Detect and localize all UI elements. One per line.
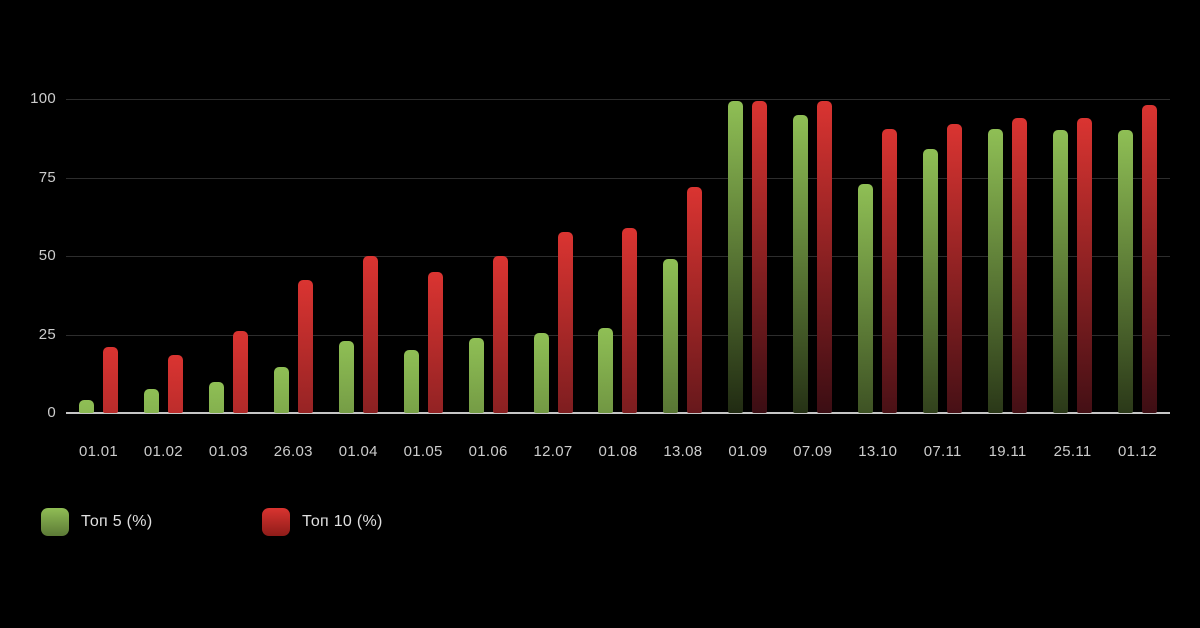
bar-top5-01.09 [728, 101, 744, 413]
bar-top10-01.03 [232, 331, 248, 413]
legend-label-top10: Топ 10 (%) [302, 513, 383, 530]
gridline-50 [66, 256, 1170, 257]
bar-groups: 01.01 01.02 01.03 26.03 01.04 01.05 01.06 12.07… [66, 99, 1170, 460]
bar-top10-13.08 [687, 187, 703, 413]
x-tick-label-01.12: 01.12 [1117, 443, 1157, 460]
bar-top5-26.03 [273, 367, 289, 413]
bar-group-01.12: 01.12 [1105, 99, 1170, 460]
bar-top5-01.08 [598, 328, 614, 413]
y-tick-label-25: 25 [38, 326, 56, 343]
bar-group-01.05: 01.05 [391, 99, 456, 460]
bar-top5-01.06 [468, 338, 484, 413]
legend-item-top5: Топ 5 (%) [41, 508, 152, 536]
bar-top10-01.01 [102, 347, 118, 413]
bar-top10-07.11 [947, 124, 963, 413]
bar-group-13.10: 13.10 [845, 99, 910, 460]
x-tick-label-12.07: 12.07 [533, 443, 573, 460]
bar-top10-07.09 [817, 101, 833, 413]
x-axis-baseline [66, 412, 1170, 414]
x-tick-label-26.03: 26.03 [273, 443, 313, 460]
bar-top5-01.03 [208, 382, 224, 413]
bar-group-26.03: 26.03 [261, 99, 326, 460]
legend-label-top5: Топ 5 (%) [81, 513, 153, 530]
bar-top10-01.09 [752, 101, 768, 413]
bar-group-25.11: 25.11 [1040, 99, 1105, 460]
bar-top5-13.10 [858, 184, 874, 413]
bar-top5-13.08 [663, 259, 679, 413]
legend-item-top10: Топ 10 (%) [262, 508, 383, 536]
x-tick-label-19.11: 19.11 [988, 443, 1027, 460]
bar-top10-01.12 [1141, 105, 1157, 413]
bar-top5-01.01 [78, 400, 94, 413]
x-tick-label-01.03: 01.03 [208, 443, 248, 460]
bar-top10-25.11 [1077, 118, 1093, 413]
bar-top10-01.08 [622, 228, 638, 413]
bar-top5-07.11 [923, 149, 939, 413]
bar-group-01.08: 01.08 [586, 99, 651, 460]
bar-top5-25.11 [1053, 130, 1069, 413]
gridline-75 [66, 178, 1170, 179]
bar-top10-26.03 [297, 280, 313, 413]
bar-top5-07.09 [793, 115, 809, 413]
bar-top5-01.05 [403, 350, 419, 413]
y-tick-label-100: 100 [30, 90, 56, 107]
bar-top10-01.04 [362, 256, 378, 413]
bar-chart-plot: 0 25 50 75 100 01.01 01.02 01.03 26.03 01.04 01.0… [30, 90, 1170, 460]
legend-swatch-top10-icon [262, 508, 290, 536]
bar-top10-01.02 [167, 355, 183, 413]
bar-group-01.06: 01.06 [456, 99, 521, 460]
bar-group-01.03: 01.03 [196, 99, 261, 460]
bar-top10-19.11 [1012, 118, 1028, 413]
x-tick-label-13.08: 13.08 [663, 443, 703, 460]
bar-top10-01.05 [427, 272, 443, 413]
x-tick-label-01.06: 01.06 [468, 443, 508, 460]
bar-top10-01.06 [492, 256, 508, 413]
bar-group-07.09: 07.09 [780, 99, 845, 460]
bar-group-07.11: 07.11 [910, 99, 975, 460]
bar-top10-13.10 [882, 129, 898, 413]
bar-group-01.02: 01.02 [131, 99, 196, 460]
x-tick-label-07.11: 07.11 [923, 443, 962, 460]
gridline-25 [66, 335, 1170, 336]
bar-group-19.11: 19.11 [975, 99, 1040, 460]
x-tick-label-01.04: 01.04 [338, 443, 378, 460]
x-tick-label-01.05: 01.05 [403, 443, 443, 460]
bar-top5-19.11 [988, 129, 1004, 413]
x-tick-label-25.11: 25.11 [1053, 443, 1092, 460]
x-tick-label-13.10: 13.10 [858, 443, 898, 460]
chart-legend: Топ 5 (%) Топ 10 (%) [41, 508, 541, 537]
legend-swatch-top5-icon [41, 508, 69, 536]
bar-top5-01.02 [143, 389, 159, 413]
y-tick-label-0: 0 [47, 404, 56, 421]
x-tick-label-07.09: 07.09 [793, 443, 833, 460]
y-tick-label-75: 75 [38, 169, 56, 186]
x-tick-label-01.01: 01.01 [78, 443, 118, 460]
bar-group-12.07: 12.07 [521, 99, 586, 460]
bar-group-13.08: 13.08 [650, 99, 715, 460]
x-tick-label-01.08: 01.08 [598, 443, 638, 460]
bar-group-01.09: 01.09 [715, 99, 780, 460]
x-tick-label-01.02: 01.02 [143, 443, 183, 460]
bar-top5-01.12 [1117, 130, 1133, 413]
y-tick-label-50: 50 [38, 247, 56, 264]
bar-top5-01.04 [338, 341, 354, 413]
bar-top5-12.07 [533, 333, 549, 413]
bar-top10-12.07 [557, 232, 573, 413]
bar-group-01.01: 01.01 [66, 99, 131, 460]
gridline-100 [66, 99, 1170, 100]
x-tick-label-01.09: 01.09 [728, 443, 768, 460]
bar-group-01.04: 01.04 [326, 99, 391, 460]
